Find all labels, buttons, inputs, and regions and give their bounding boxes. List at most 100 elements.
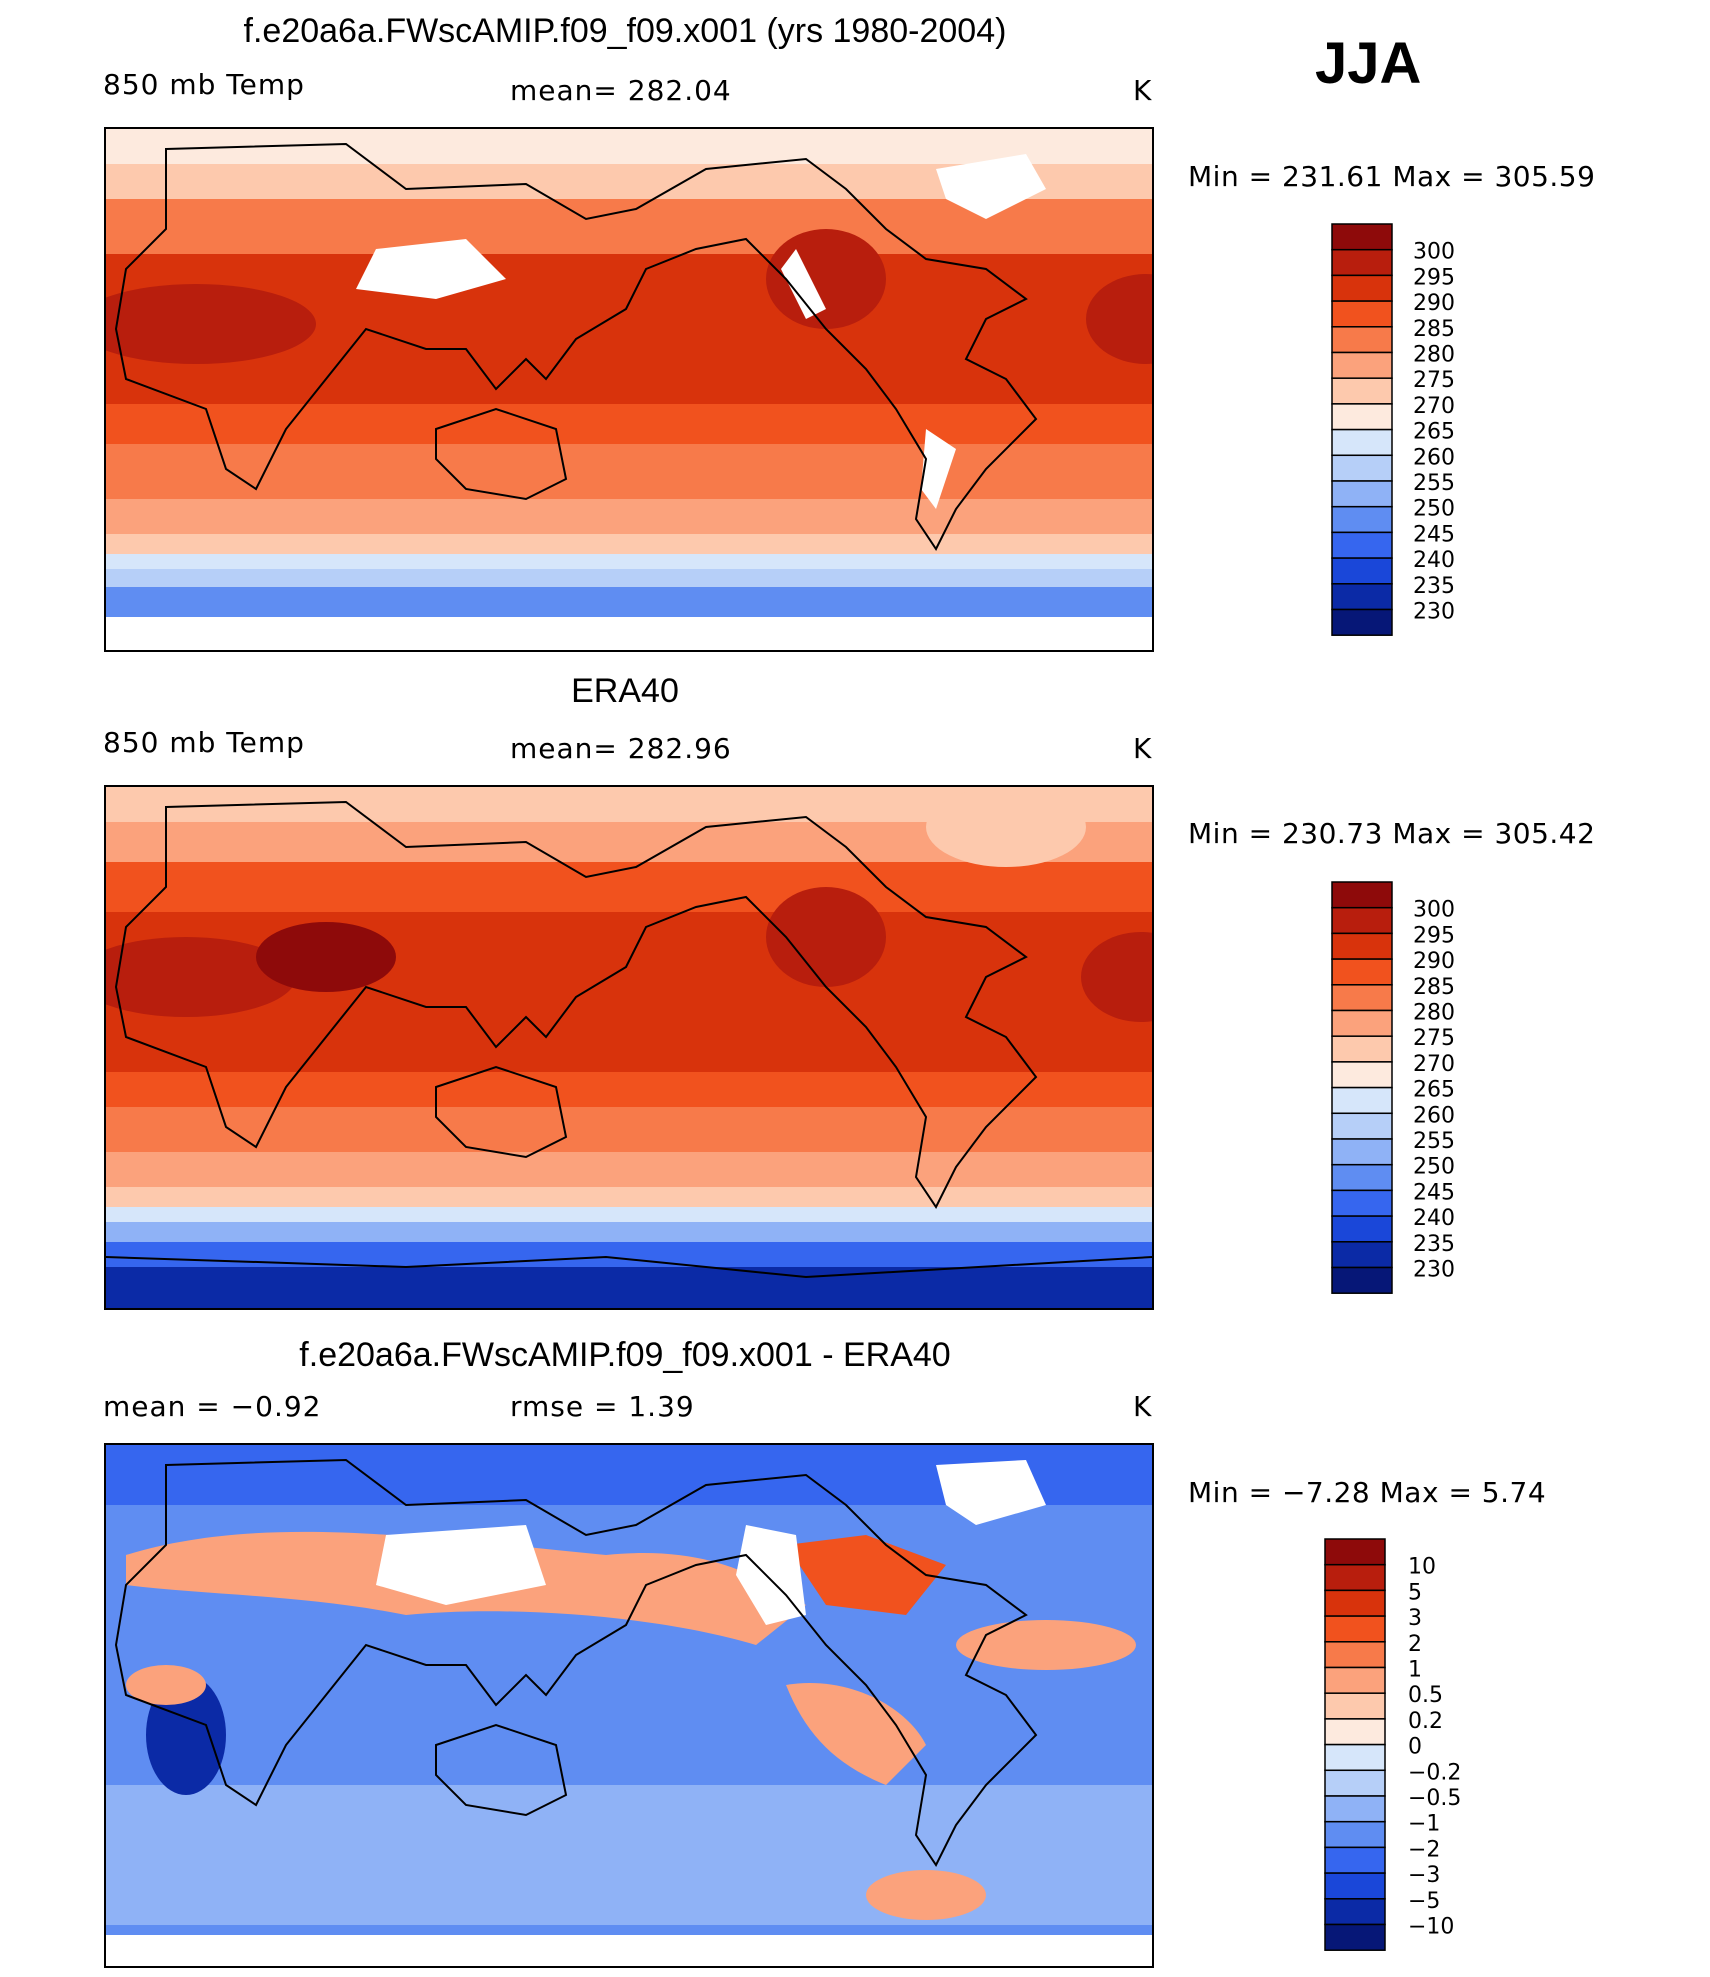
colorbar-tick-label: 235 xyxy=(1413,574,1455,599)
colorbar-swatch xyxy=(1331,1061,1393,1089)
colorbar-swatch xyxy=(1324,1898,1386,1926)
colorbar-swatch xyxy=(1331,274,1393,302)
colorbar-tick-label: 0.2 xyxy=(1408,1709,1443,1734)
colorbar-swatch xyxy=(1331,505,1393,534)
colorbar-tick-label: 2 xyxy=(1408,1632,1422,1657)
colorbar-swatch xyxy=(1331,403,1393,431)
colorbar-tick-label: 270 xyxy=(1413,1052,1455,1077)
colorbar-swatch xyxy=(1331,480,1393,508)
colorbar-swatch xyxy=(1331,1189,1393,1217)
colorbar-tick-label: 260 xyxy=(1413,1103,1455,1128)
colorbar-tick-label: 275 xyxy=(1413,1026,1455,1051)
panel-2-colorbar: 3002952902852802752702652602552502452402… xyxy=(1331,881,1455,1294)
colorbar-tick-label: 255 xyxy=(1413,471,1455,496)
colorbar-swatch xyxy=(1331,351,1393,379)
colorbar-tick-label: −0.2 xyxy=(1408,1760,1461,1785)
colorbar-tick-label: 300 xyxy=(1413,898,1455,923)
colorbar-swatch xyxy=(1331,1009,1393,1037)
colorbar-swatch xyxy=(1331,608,1393,636)
colorbar-swatch xyxy=(1324,1872,1386,1900)
colorbar-tick-label: −2 xyxy=(1408,1837,1440,1862)
colorbar-swatch xyxy=(1331,557,1393,585)
panel-3-title: f.e20a6a.FWscAMIP.f09_f09.x001 - ERA40 xyxy=(299,1336,951,1374)
panel-2-units-label: K xyxy=(1133,732,1153,765)
panel-2-mean-label: mean= 282.96 xyxy=(510,732,732,765)
colorbar-tick-label: 265 xyxy=(1413,1078,1455,1103)
colorbar-swatch xyxy=(1331,454,1393,482)
colorbar-tick-label: 300 xyxy=(1413,240,1455,265)
colorbar-swatch xyxy=(1331,1266,1393,1294)
colorbar-tick-label: 0 xyxy=(1408,1735,1422,1760)
panel-1-map xyxy=(104,127,1154,652)
colorbar-tick-label: 255 xyxy=(1413,1129,1455,1154)
colorbar-tick-label: −5 xyxy=(1408,1889,1440,1914)
panel-3-map xyxy=(104,1443,1154,1968)
colorbar-swatch xyxy=(1324,1666,1386,1694)
panel-2-minmax: Min = 230.73 Max = 305.42 xyxy=(1188,817,1596,850)
colorbar-swatch xyxy=(1324,1846,1386,1874)
colorbar-tick-label: 295 xyxy=(1413,923,1455,948)
colorbar-tick-label: 245 xyxy=(1413,522,1455,547)
colorbar-swatch xyxy=(1331,1138,1393,1166)
colorbar-swatch xyxy=(1331,1241,1393,1269)
colorbar-swatch xyxy=(1331,531,1393,559)
colorbar-swatch xyxy=(1331,300,1393,328)
colorbar-swatch xyxy=(1331,984,1393,1012)
colorbar-tick-label: 245 xyxy=(1413,1180,1455,1205)
panel-2-map xyxy=(104,785,1154,1310)
colorbar-swatch xyxy=(1331,248,1393,277)
colorbar-tick-label: 285 xyxy=(1413,975,1455,1000)
colorbar-swatch xyxy=(1324,1795,1386,1823)
colorbar-tick-label: 275 xyxy=(1413,368,1455,393)
colorbar-swatch xyxy=(1331,1035,1393,1063)
colorbar-tick-label: 230 xyxy=(1413,1258,1455,1283)
colorbar-tick-label: 265 xyxy=(1413,420,1455,445)
colorbar-swatch xyxy=(1331,583,1393,611)
colorbar-tick-label: 295 xyxy=(1413,265,1455,290)
colorbar-swatch xyxy=(1324,1589,1386,1617)
panel-2-title: ERA40 xyxy=(571,672,679,710)
colorbar-tick-label: 240 xyxy=(1413,1206,1455,1231)
colorbar-swatch xyxy=(1324,1743,1386,1772)
colorbar-tick-label: 280 xyxy=(1413,1001,1455,1026)
panel-3-minmax: Min = −7.28 Max = 5.74 xyxy=(1188,1476,1547,1509)
colorbar-swatch xyxy=(1324,1538,1386,1566)
panel-1-minmax: Min = 231.61 Max = 305.59 xyxy=(1188,160,1596,193)
colorbar-tick-label: 250 xyxy=(1413,1155,1455,1180)
colorbar-swatch xyxy=(1331,1086,1393,1115)
colorbar-swatch xyxy=(1331,428,1393,457)
colorbar-swatch xyxy=(1324,1923,1386,1951)
colorbar-tick-label: −0.5 xyxy=(1408,1786,1461,1811)
colorbar-tick-label: 1 xyxy=(1408,1658,1422,1683)
panel-1-variable-label: 850 mb Temp xyxy=(103,68,305,101)
panel-3-rmse-label: rmse = 1.39 xyxy=(510,1390,695,1423)
colorbar-tick-label: −1 xyxy=(1408,1812,1440,1837)
panel-1-units-label: K xyxy=(1133,74,1153,107)
colorbar-tick-label: 230 xyxy=(1413,600,1455,625)
colorbar-tick-label: 10 xyxy=(1408,1555,1436,1580)
colorbar-swatch xyxy=(1324,1563,1386,1592)
colorbar-tick-label: 270 xyxy=(1413,394,1455,419)
colorbar-tick-label: 280 xyxy=(1413,343,1455,368)
colorbar-swatch xyxy=(1331,958,1393,986)
colorbar-swatch xyxy=(1331,932,1393,960)
colorbar-swatch xyxy=(1331,326,1393,354)
colorbar-tick-label: −3 xyxy=(1408,1863,1440,1888)
colorbar-swatch xyxy=(1324,1615,1386,1643)
colorbar-tick-label: 240 xyxy=(1413,548,1455,573)
colorbar-tick-label: 290 xyxy=(1413,291,1455,316)
colorbar-swatch xyxy=(1331,906,1393,935)
colorbar-tick-label: 0.5 xyxy=(1408,1683,1443,1708)
colorbar-swatch xyxy=(1324,1820,1386,1849)
panel-1-title: f.e20a6a.FWscAMIP.f09_f09.x001 (yrs 1980… xyxy=(243,12,1007,50)
colorbar-tick-label: 250 xyxy=(1413,497,1455,522)
panel-1-colorbar: 3002952902852802752702652602552502452402… xyxy=(1331,223,1455,636)
panel-3-units-label: K xyxy=(1133,1390,1153,1423)
colorbar-swatch xyxy=(1324,1641,1386,1669)
colorbar-swatch xyxy=(1331,1112,1393,1140)
colorbar-tick-label: 3 xyxy=(1408,1606,1422,1631)
colorbar-swatch xyxy=(1331,223,1393,251)
colorbar-tick-label: −10 xyxy=(1408,1915,1454,1940)
colorbar-swatch xyxy=(1324,1692,1386,1720)
